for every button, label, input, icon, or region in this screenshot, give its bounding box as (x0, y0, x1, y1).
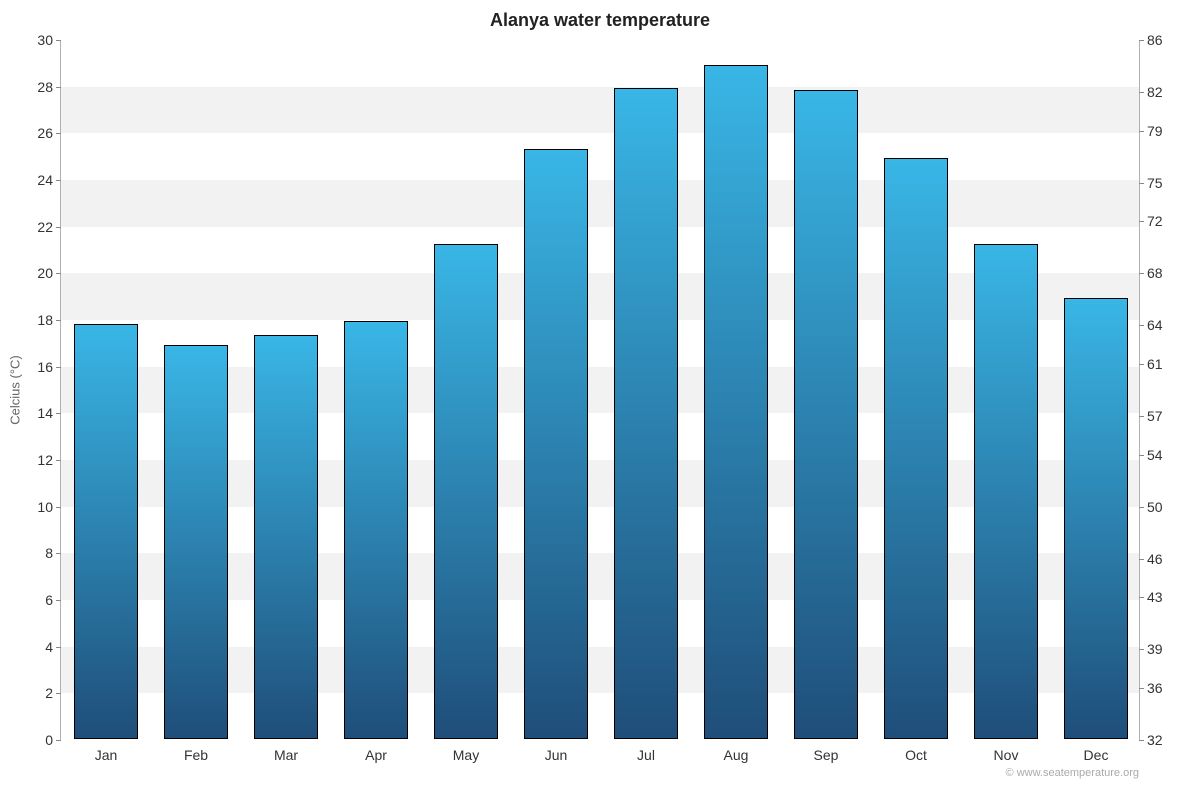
bar-nov (974, 244, 1039, 739)
water-temperature-chart: Alanya water temperature © www.seatemper… (0, 0, 1200, 800)
bar-may (434, 244, 499, 739)
x-tick-label: Jun (545, 739, 568, 763)
x-tick-label: Dec (1084, 739, 1109, 763)
bar-sep (794, 90, 859, 739)
bar-jul (614, 88, 679, 739)
grid-band (61, 40, 1139, 87)
plot-area: © www.seatemperature.org 024681012141618… (60, 40, 1140, 740)
x-tick-label: Jan (95, 739, 118, 763)
grid-band (61, 133, 1139, 180)
grid-band (61, 87, 1139, 134)
x-tick-label: Mar (274, 739, 298, 763)
x-tick-label: Sep (814, 739, 839, 763)
bar-aug (704, 65, 769, 739)
x-tick-label: Jul (637, 739, 655, 763)
x-tick-label: Feb (184, 739, 208, 763)
x-tick-label: Apr (365, 739, 387, 763)
x-tick-label: Aug (724, 739, 749, 763)
bar-jun (524, 149, 589, 739)
chart-title: Alanya water temperature (0, 10, 1200, 31)
bar-feb (164, 345, 229, 739)
bar-jan (74, 324, 139, 739)
source-credit: © www.seatemperature.org (1006, 767, 1139, 779)
grid-band (61, 180, 1139, 227)
bar-oct (884, 158, 949, 739)
x-tick-label: May (453, 739, 479, 763)
y-axis-left-label: Celcius (°C) (8, 355, 23, 424)
bar-dec (1064, 298, 1129, 739)
x-tick-label: Nov (994, 739, 1019, 763)
bar-mar (254, 335, 319, 739)
x-tick-label: Oct (905, 739, 927, 763)
bar-apr (344, 321, 409, 739)
